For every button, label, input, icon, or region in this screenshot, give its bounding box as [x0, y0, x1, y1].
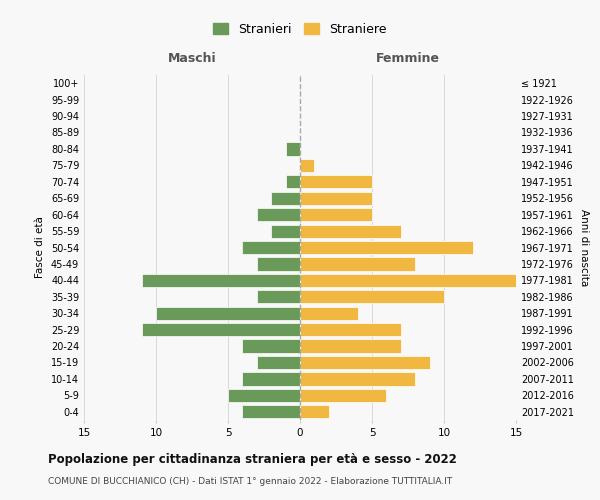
- Bar: [286, 175, 300, 188]
- Bar: [156, 306, 300, 320]
- Bar: [286, 142, 300, 156]
- Y-axis label: Fasce di età: Fasce di età: [35, 216, 45, 278]
- Text: Popolazione per cittadinanza straniera per età e sesso - 2022: Popolazione per cittadinanza straniera p…: [48, 452, 457, 466]
- Bar: [257, 290, 300, 304]
- Bar: [300, 159, 314, 172]
- Bar: [300, 208, 372, 221]
- Bar: [300, 372, 415, 386]
- Bar: [257, 258, 300, 270]
- Bar: [242, 340, 300, 352]
- Bar: [257, 356, 300, 369]
- Bar: [300, 258, 415, 270]
- Bar: [300, 241, 473, 254]
- Bar: [228, 389, 300, 402]
- Bar: [300, 224, 401, 237]
- Bar: [242, 405, 300, 418]
- Bar: [300, 356, 430, 369]
- Bar: [271, 192, 300, 205]
- Legend: Stranieri, Straniere: Stranieri, Straniere: [213, 22, 387, 36]
- Text: COMUNE DI BUCCHIANICO (CH) - Dati ISTAT 1° gennaio 2022 - Elaborazione TUTTITALI: COMUNE DI BUCCHIANICO (CH) - Dati ISTAT …: [48, 478, 452, 486]
- Bar: [271, 224, 300, 237]
- Bar: [300, 175, 372, 188]
- Bar: [300, 389, 386, 402]
- Bar: [300, 290, 444, 304]
- Bar: [142, 274, 300, 287]
- Bar: [242, 241, 300, 254]
- Bar: [300, 274, 516, 287]
- Bar: [300, 192, 372, 205]
- Bar: [300, 323, 401, 336]
- Bar: [300, 405, 329, 418]
- Y-axis label: Anni di nascita: Anni di nascita: [580, 209, 589, 286]
- Bar: [257, 208, 300, 221]
- Text: Maschi: Maschi: [167, 52, 217, 65]
- Bar: [242, 372, 300, 386]
- Bar: [300, 340, 401, 352]
- Bar: [142, 323, 300, 336]
- Bar: [300, 306, 358, 320]
- Text: Femmine: Femmine: [376, 52, 440, 65]
